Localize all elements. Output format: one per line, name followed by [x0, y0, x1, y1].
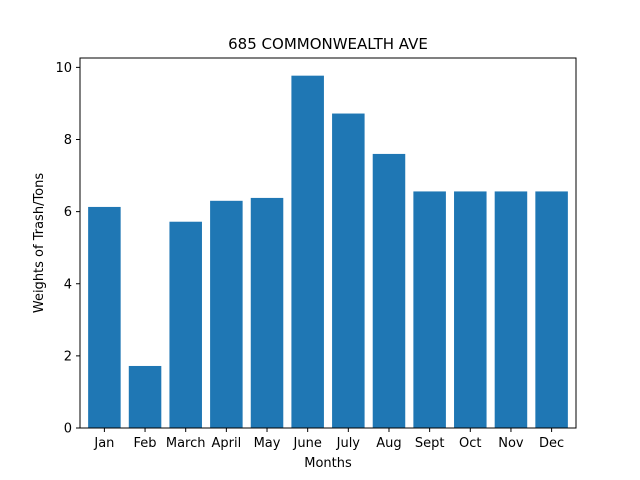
- bar-oct: [454, 191, 487, 428]
- bar-march: [169, 221, 202, 428]
- chart-title: 685 COMMONWEALTH AVE: [228, 35, 428, 53]
- bar-dec: [535, 191, 568, 428]
- x-tick-label: April: [212, 436, 242, 451]
- bar-sept: [413, 191, 446, 428]
- y-tick-label: 4: [64, 277, 72, 292]
- x-tick-label: Jan: [93, 436, 114, 451]
- x-tick-label: Feb: [134, 436, 157, 451]
- y-tick-label: 8: [64, 133, 72, 148]
- y-tick-label: 2: [64, 349, 72, 364]
- bar-aug: [372, 153, 406, 429]
- bar-feb: [128, 365, 162, 428]
- x-tick-label: July: [336, 436, 361, 451]
- y-tick-label: 10: [55, 61, 72, 76]
- x-axis: Jan Feb March April May June July Aug Sept Oct Nov…: [93, 428, 564, 451]
- bars-layer: [88, 75, 568, 429]
- bar-may: [250, 197, 284, 428]
- bar-june: [291, 75, 324, 428]
- y-tick-label: 6: [64, 205, 72, 220]
- x-axis-label: Months: [304, 456, 352, 471]
- x-tick-label: June: [293, 436, 322, 451]
- y-axis-label: Weights of Trash/Tons: [32, 173, 47, 314]
- x-tick-label: May: [254, 436, 281, 451]
- y-tick-label: 0: [64, 422, 72, 437]
- bar-july: [332, 113, 365, 428]
- bar-nov: [494, 191, 528, 428]
- bar-april: [210, 200, 243, 428]
- x-tick-label: Aug: [376, 436, 401, 451]
- bar-jan: [88, 206, 121, 428]
- x-tick-label: Oct: [459, 436, 481, 451]
- plot-frame: [79, 57, 577, 429]
- x-tick-label: March: [166, 436, 206, 451]
- x-tick-label: Sept: [415, 436, 445, 451]
- y-axis: 0 2 4 6 8 10: [55, 61, 80, 437]
- x-tick-label: Dec: [539, 436, 564, 451]
- x-tick-label: Nov: [498, 436, 524, 451]
